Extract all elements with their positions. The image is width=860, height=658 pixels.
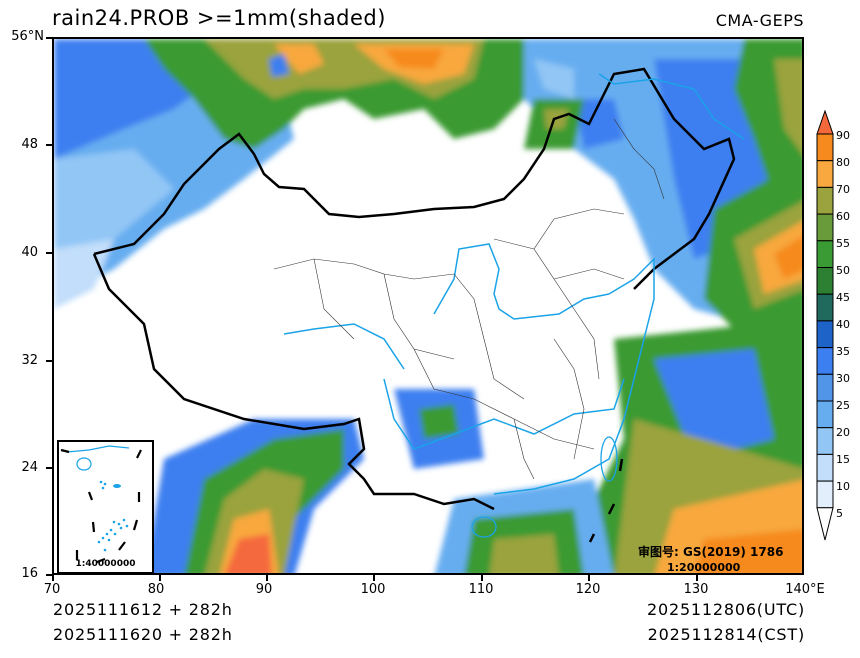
colorbar-label: 5 <box>836 507 843 520</box>
colorbar-label: 45 <box>836 291 850 304</box>
x-label-110: 110 <box>468 582 494 597</box>
valid-time-cst: 2025112814(CST) <box>647 625 805 644</box>
colorbar-label: 60 <box>836 210 850 223</box>
x-label-120: 120 <box>575 582 601 597</box>
colorbar-label: 80 <box>836 156 850 169</box>
colorbar-label: 40 <box>836 318 850 331</box>
y-label-48: 48 <box>21 137 38 152</box>
x-label-100: 100 <box>360 582 386 597</box>
x-tick <box>266 575 268 581</box>
inset-map <box>60 445 142 564</box>
y-label-32: 32 <box>21 353 38 368</box>
x-label-80: 80 <box>147 582 165 597</box>
inset-scale-label: 1:40000000 <box>75 559 136 569</box>
map-review-number: 审图号: GS(2019) 1786 <box>638 545 784 559</box>
y-tick <box>46 144 52 146</box>
map-panel <box>52 37 804 575</box>
y-label-24: 24 <box>21 460 38 475</box>
colorbar-label: 35 <box>836 345 850 358</box>
x-tick <box>588 575 590 581</box>
colorbar-label: 20 <box>836 426 850 439</box>
x-tick <box>159 575 161 581</box>
valid-time-utc: 2025112806(UTC) <box>647 600 805 619</box>
x-label-140: 140°E <box>785 582 825 597</box>
colorbar-label: 50 <box>836 264 850 277</box>
colorbar-label: 25 <box>836 399 850 412</box>
x-label-90: 90 <box>255 582 273 597</box>
y-label-56: 56°N <box>11 29 44 44</box>
y-tick <box>46 574 52 576</box>
colorbar-label: 55 <box>836 237 850 250</box>
colorbar-label: 15 <box>836 453 850 466</box>
y-tick <box>46 360 52 362</box>
colorbar-label: 70 <box>836 183 850 196</box>
init-time-cst: 2025111620 + 282h <box>53 625 233 644</box>
south-china-sea-inset: 1:40000000 <box>57 440 154 574</box>
x-label-70: 70 <box>43 582 61 597</box>
y-label-16: 16 <box>21 566 38 581</box>
x-tick <box>52 575 54 581</box>
colorbar-label: 10 <box>836 480 850 493</box>
colorbar-graphic <box>816 110 834 541</box>
y-tick <box>46 252 52 254</box>
national-border <box>93 67 736 290</box>
chart-title: rain24.PROB >=1mm(shaded) <box>52 6 386 30</box>
init-time-utc: 2025111612 + 282h <box>53 600 233 619</box>
colorbar-label: 90 <box>836 129 850 142</box>
x-tick <box>373 575 375 581</box>
x-tick <box>481 575 483 581</box>
y-label-40: 40 <box>21 245 38 260</box>
y-tick <box>46 467 52 469</box>
x-tick <box>696 575 698 581</box>
x-label-130: 130 <box>683 582 709 597</box>
map-scale-label: 1:20000000 <box>667 561 741 574</box>
colorbar-label: 30 <box>836 372 850 385</box>
model-source: CMA-GEPS <box>715 11 804 30</box>
probability-map <box>54 39 802 573</box>
y-tick <box>46 37 52 39</box>
